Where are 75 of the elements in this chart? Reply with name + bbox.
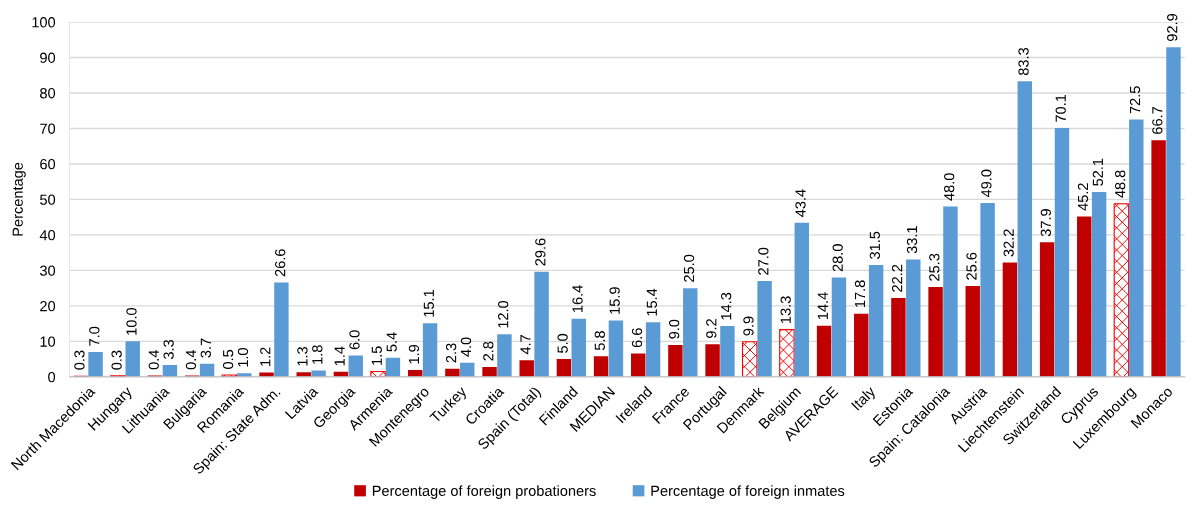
y-tick-label: 30 [39, 265, 56, 276]
data-label: 32.2 [1003, 229, 1014, 257]
data-label: 1.5 [371, 346, 382, 365]
data-label: 5.0 [557, 333, 568, 353]
legend-label: Percentage of foreign probationers [372, 485, 596, 499]
data-label: 49.0 [981, 169, 992, 198]
y-tick-label: 0 [48, 371, 56, 383]
y-tick-label: 10 [40, 336, 56, 347]
data-label: 16.4 [572, 285, 583, 312]
data-label: 12.0 [498, 300, 509, 328]
data-label: 66.7 [1152, 106, 1163, 134]
data-label: 17.8 [854, 280, 866, 308]
data-label: 33.1 [906, 226, 918, 254]
legend-label: Percentage of foreign inmates [651, 485, 845, 499]
data-label: 5.4 [386, 332, 397, 352]
data-label: 52.1 [1092, 158, 1104, 186]
data-label: 9.9 [743, 316, 754, 336]
data-label: 25.0 [683, 254, 695, 282]
data-label: 6.0 [349, 330, 360, 350]
data-label: 37.9 [1040, 209, 1051, 237]
data-label: 1.4 [334, 346, 345, 366]
data-label: 3.3 [163, 339, 174, 360]
data-label: 0.4 [185, 350, 197, 370]
y-tick-label: 90 [40, 52, 56, 63]
data-label: 15.1 [423, 290, 434, 317]
data-label: 0.3 [111, 350, 122, 370]
data-label: 25.3 [929, 253, 940, 281]
data-label: 4.7 [520, 335, 531, 355]
data-label: 7.0 [89, 326, 100, 346]
data-label: 2.3 [445, 343, 457, 363]
data-label: 1.2 [260, 347, 271, 366]
y-tick-label: 60 [40, 159, 56, 170]
data-label: 6.6 [631, 328, 643, 348]
data-label: 14.4 [817, 292, 828, 320]
data-label: 48.8 [1115, 170, 1126, 198]
data-label: 1.9 [408, 344, 420, 364]
data-label: 0.5 [222, 349, 234, 369]
y-tick-label: 70 [40, 123, 56, 134]
data-label: 1.0 [237, 348, 249, 367]
data-label: 45.2 [1077, 183, 1089, 211]
data-label: 27.0 [758, 247, 769, 275]
y-tick-label: 40 [39, 230, 56, 241]
data-label: 0.3 [74, 350, 85, 370]
data-label: 1.3 [297, 347, 308, 366]
y-tick-label: 80 [40, 88, 56, 99]
data-label: 92.9 [1167, 13, 1178, 41]
data-label: 9.2 [706, 319, 717, 338]
y-axis-title: Percentage [12, 162, 26, 236]
data-label: 13.3 [780, 296, 791, 323]
data-label: 25.6 [966, 252, 977, 280]
data-label: 72.5 [1129, 86, 1141, 114]
data-label: 2.8 [483, 341, 494, 361]
data-label: 1.8 [312, 345, 323, 364]
data-label: 15.9 [609, 287, 620, 314]
data-label: 31.5 [869, 231, 881, 259]
data-label: 22.2 [892, 264, 903, 292]
data-label: 83.3 [1018, 47, 1029, 76]
data-label: 15.4 [646, 288, 658, 316]
y-tick-label: 20 [40, 300, 56, 312]
data-label: 10.0 [126, 307, 137, 335]
data-label: 43.4 [795, 189, 806, 217]
data-label: 70.1 [1055, 94, 1066, 122]
data-label: 29.6 [535, 238, 546, 266]
data-label: 48.0 [944, 173, 955, 201]
data-label: 28.0 [832, 244, 843, 272]
x-tick-label: Italy [850, 385, 879, 413]
data-label: 4.0 [460, 337, 472, 357]
data-label: 3.7 [200, 338, 211, 358]
data-label: 26.6 [274, 249, 286, 277]
data-label: 0.4 [148, 350, 159, 370]
y-tick-label: 50 [40, 194, 56, 205]
data-label: 14.3 [721, 292, 732, 320]
data-label: 5.8 [594, 331, 605, 351]
data-label: 9.0 [668, 319, 680, 339]
y-tick-label: 100 [32, 17, 56, 28]
